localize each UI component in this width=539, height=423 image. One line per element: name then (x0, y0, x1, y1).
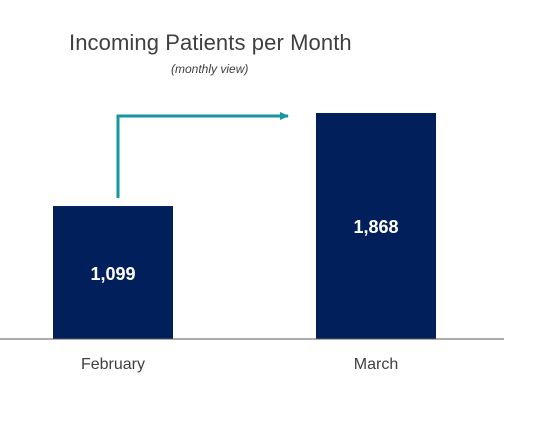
category-label-march: March (354, 356, 398, 373)
bar-february (53, 206, 173, 339)
bars-group (53, 113, 436, 339)
increase-arrow (116, 112, 289, 199)
data-label-march: 1,868 (353, 217, 398, 237)
bar-march (316, 113, 436, 339)
chart-title: Incoming Patients per Month (69, 30, 352, 55)
chart-subtitle: (monthly view) (171, 62, 249, 76)
data-label-february: 1,099 (90, 264, 135, 284)
labels-group: 1,099 February 1,868 March (81, 217, 399, 373)
category-label-february: February (81, 356, 145, 373)
